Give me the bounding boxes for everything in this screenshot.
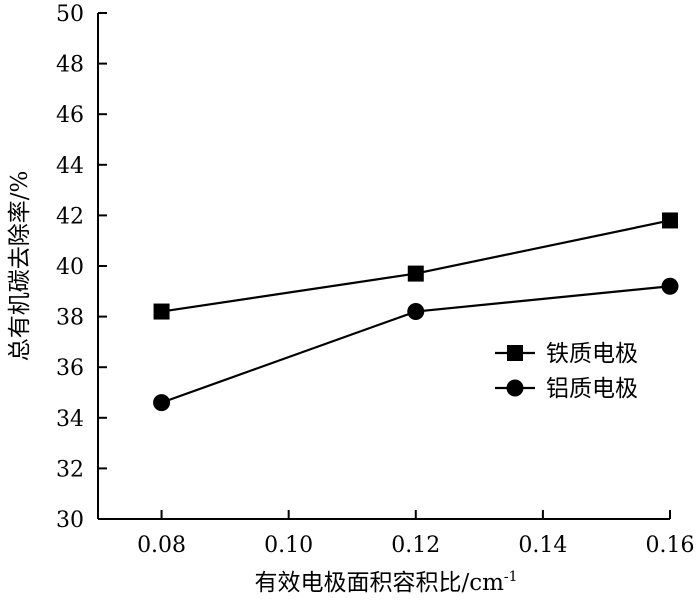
x-axis-title: 有效电极面积容积比/cm-1 bbox=[254, 569, 517, 596]
circle-marker bbox=[407, 303, 425, 321]
x-tick-label: 0.14 bbox=[518, 533, 567, 558]
series-layer bbox=[153, 212, 679, 412]
y-tick-label: 50 bbox=[56, 2, 84, 27]
circle-marker bbox=[661, 277, 679, 295]
y-tick-label: 44 bbox=[56, 154, 84, 179]
legend-item: 铝质电极 bbox=[495, 376, 638, 402]
y-axis-title: 总有机碳去除率/% bbox=[7, 171, 33, 362]
axes: 30 32 34 36 38 40 42 44 46 48 50 0.08 0.10 0.12 0.14 0.… bbox=[56, 2, 694, 558]
y-tick-label: 46 bbox=[56, 103, 84, 128]
legend-label: 铝质电极 bbox=[546, 376, 638, 402]
x-tick-label: 0.12 bbox=[391, 533, 440, 558]
y-tick-label: 38 bbox=[56, 306, 84, 331]
y-tick-label: 34 bbox=[56, 407, 84, 432]
x-axis-title-main: 有效电极面积容积比/cm bbox=[254, 570, 504, 596]
y-tick-label: 32 bbox=[56, 457, 84, 482]
x-tick-label: 0.16 bbox=[646, 533, 695, 558]
square-marker bbox=[153, 303, 170, 320]
y-tick-label: 40 bbox=[56, 255, 84, 280]
y-tick-label: 30 bbox=[56, 508, 84, 533]
x-axis-title-superscript: -1 bbox=[504, 569, 518, 585]
x-tick-label: 0.10 bbox=[264, 533, 313, 558]
square-marker bbox=[407, 265, 424, 282]
y-tick-label: 36 bbox=[56, 356, 84, 381]
legend-square-marker bbox=[507, 345, 523, 361]
square-marker bbox=[662, 212, 678, 229]
legend-circle-marker bbox=[506, 379, 524, 397]
circle-marker bbox=[153, 394, 171, 412]
legend-label: 铁质电极 bbox=[546, 341, 638, 367]
y-tick-label: 42 bbox=[56, 204, 84, 229]
series-1 bbox=[153, 212, 678, 320]
series-2 bbox=[153, 277, 679, 412]
legend-item: 铁质电极 bbox=[495, 341, 638, 367]
y-tick-label: 48 bbox=[56, 53, 84, 78]
x-tick-label: 0.08 bbox=[137, 533, 186, 558]
